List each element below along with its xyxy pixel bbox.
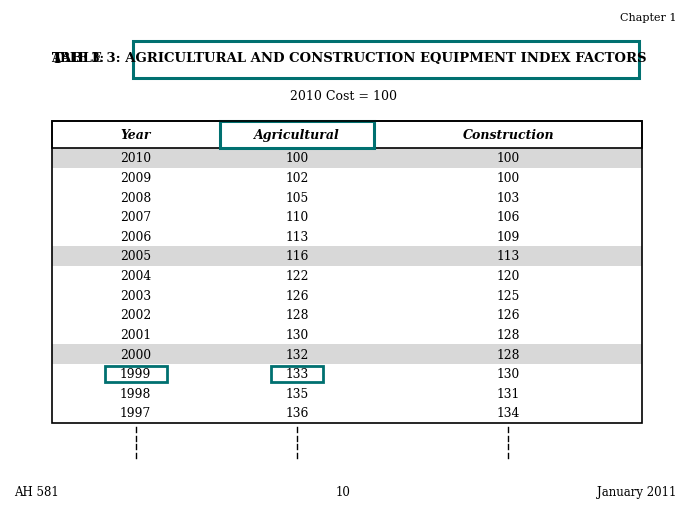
Text: 134: 134 (497, 407, 520, 419)
Text: 120: 120 (497, 270, 520, 282)
Text: 126: 126 (285, 289, 309, 302)
Text: 2002: 2002 (120, 309, 151, 322)
Text: 116: 116 (285, 250, 309, 263)
Bar (52, 305, 642, 325)
Text: T: T (52, 51, 63, 66)
Text: 126: 126 (497, 309, 520, 322)
Text: 100: 100 (286, 152, 308, 165)
Bar (52, 247, 642, 266)
Bar (52, 286, 642, 305)
Text: 133: 133 (286, 367, 308, 380)
Text: 100: 100 (497, 152, 520, 165)
Bar (52, 227, 642, 246)
Text: 105: 105 (286, 191, 308, 204)
Bar (52, 364, 642, 384)
Text: Year: Year (120, 129, 151, 142)
Text: Chapter 1: Chapter 1 (620, 13, 677, 23)
Text: 135: 135 (286, 387, 308, 400)
Text: 2006: 2006 (120, 231, 151, 243)
Text: 2004: 2004 (120, 270, 151, 282)
Text: 113: 113 (286, 231, 308, 243)
Text: 10: 10 (336, 485, 351, 498)
Text: 130: 130 (497, 367, 520, 380)
Text: AH 581: AH 581 (14, 485, 58, 498)
Text: 136: 136 (285, 407, 309, 419)
Text: January 2011: January 2011 (597, 485, 677, 498)
Bar (52, 403, 642, 423)
Text: 109: 109 (497, 231, 520, 243)
Text: 100: 100 (497, 172, 520, 184)
Text: 110: 110 (286, 211, 308, 223)
Text: 106: 106 (497, 211, 520, 223)
Text: 130: 130 (286, 328, 308, 341)
Text: 1997: 1997 (120, 407, 151, 419)
Text: 103: 103 (497, 191, 520, 204)
Text: 2003: 2003 (120, 289, 151, 302)
Text: Construction: Construction (462, 129, 554, 142)
Text: 2009: 2009 (120, 172, 151, 184)
Text: 2010 Cost = 100: 2010 Cost = 100 (290, 90, 397, 103)
Text: 2000: 2000 (120, 348, 151, 361)
Text: ABLE 3:: ABLE 3: (52, 52, 109, 65)
Bar (52, 149, 642, 168)
Text: 2001: 2001 (120, 328, 151, 341)
Bar (52, 266, 642, 286)
Text: 125: 125 (497, 289, 520, 302)
Text: 128: 128 (497, 348, 520, 361)
Text: 2008: 2008 (120, 191, 151, 204)
Bar (52, 188, 642, 208)
Bar (52, 384, 642, 403)
Text: 113: 113 (497, 250, 520, 263)
Bar (52, 122, 642, 423)
Bar (52, 325, 642, 345)
Text: 2010: 2010 (120, 152, 151, 165)
Text: 128: 128 (285, 309, 309, 322)
Bar (52, 345, 642, 364)
Text: 1998: 1998 (120, 387, 151, 400)
Text: 102: 102 (285, 172, 309, 184)
Text: Agricultural: Agricultural (254, 129, 340, 142)
Text: 132: 132 (285, 348, 309, 361)
Text: 128: 128 (497, 328, 520, 341)
Text: 1999: 1999 (120, 367, 151, 380)
Text: 2005: 2005 (120, 250, 151, 263)
Bar (52, 207, 642, 227)
Text: 2007: 2007 (120, 211, 151, 223)
Bar (52, 122, 642, 149)
Text: 122: 122 (285, 270, 309, 282)
Text: 131: 131 (497, 387, 520, 400)
Bar (52, 168, 642, 188)
Text: TABLE 3: AGRICULTURAL AND CONSTRUCTION EQUIPMENT INDEX FACTORS: TABLE 3: AGRICULTURAL AND CONSTRUCTION E… (52, 52, 646, 65)
